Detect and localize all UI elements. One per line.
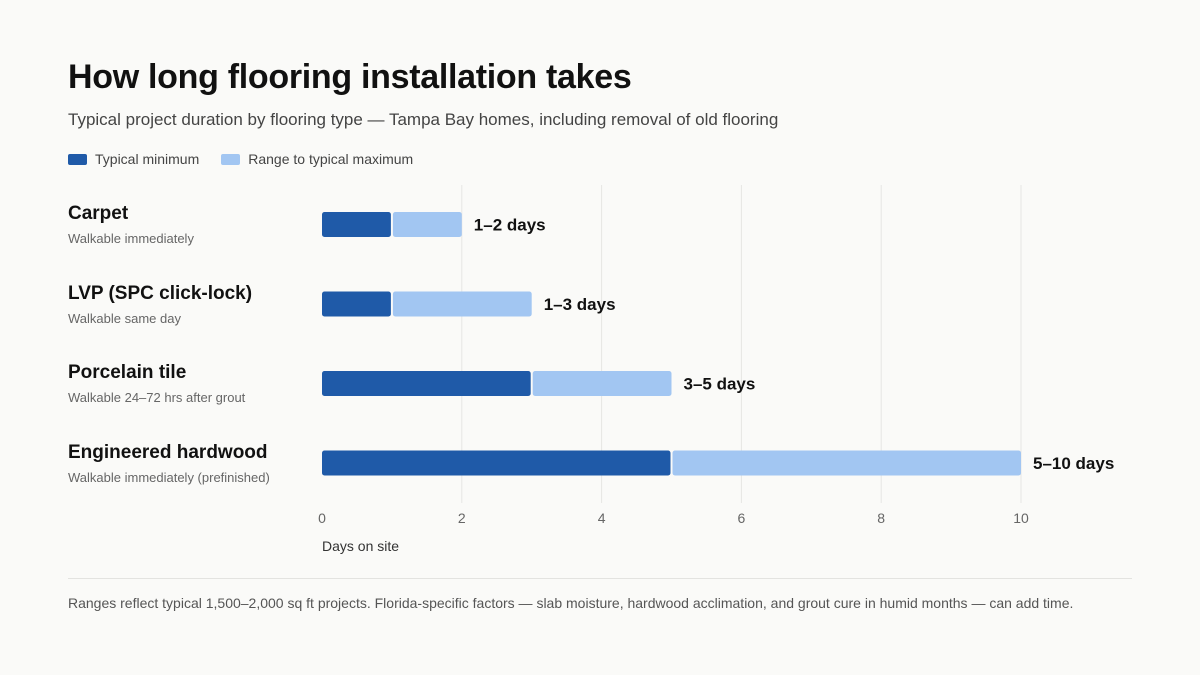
legend-label-range: Range to typical maximum — [248, 151, 414, 167]
row-label-hardwood: Engineered hardwood Walkable immediately… — [68, 442, 313, 485]
x-axis-label: Days on site — [322, 538, 399, 554]
row-note: Walkable same day — [68, 311, 181, 326]
x-tick-label-1: 2 — [458, 510, 466, 526]
legend-item-range: Range to typical maximum — [221, 151, 413, 167]
x-tick-label-0: 0 — [318, 510, 326, 526]
bar-range-3 — [672, 450, 1021, 476]
row-label-tile: Porcelain tile Walkable 24–72 hrs after … — [68, 362, 313, 405]
row-name: Carpet — [68, 203, 129, 224]
row-note: Walkable immediately (prefinished) — [68, 470, 270, 485]
row-label-lvp: LVP (SPC click-lock) Walkable same day — [68, 283, 313, 326]
row-name: Engineered hardwood — [68, 442, 268, 463]
x-tick-label-3: 6 — [738, 510, 746, 526]
legend-swatch-range — [221, 153, 241, 165]
row-name: LVP (SPC click-lock) — [68, 283, 253, 304]
x-tick-label-5: 10 — [1013, 510, 1029, 526]
x-tick-label-4: 8 — [877, 510, 885, 526]
bar-range-2 — [532, 371, 672, 396]
bar-range-0 — [392, 212, 462, 237]
bar-minimum-2 — [322, 371, 531, 396]
legend-item-minimum: Typical minimum — [68, 151, 199, 167]
chart-subtitle: Typical project duration by flooring typ… — [68, 110, 779, 129]
bar-minimum-0 — [322, 212, 391, 237]
bar-minimum-1 — [322, 291, 391, 317]
data-label-1: 1–3 days — [544, 295, 616, 314]
footnote: Ranges reflect typical 1,500–2,000 sq ft… — [68, 595, 1074, 611]
data-label-3: 5–10 days — [1033, 454, 1114, 473]
legend-swatch-minimum — [68, 153, 87, 165]
data-label-0: 1–2 days — [474, 216, 546, 235]
row-note: Walkable immediately — [68, 231, 194, 246]
row-label-carpet: Carpet Walkable immediately — [68, 203, 313, 246]
data-label-2: 3–5 days — [684, 375, 756, 394]
row-name: Porcelain tile — [68, 362, 187, 383]
row-note: Walkable 24–72 hrs after grout — [68, 390, 246, 405]
legend-label-minimum: Typical minimum — [95, 151, 200, 167]
legend: Typical minimum Range to typical maximum — [68, 151, 435, 167]
chart-title: How long flooring installation takes — [68, 58, 632, 96]
footer-divider — [68, 578, 1132, 579]
bar-range-1 — [392, 291, 532, 317]
bar-minimum-3 — [322, 450, 671, 476]
x-tick-label-2: 4 — [598, 510, 606, 526]
